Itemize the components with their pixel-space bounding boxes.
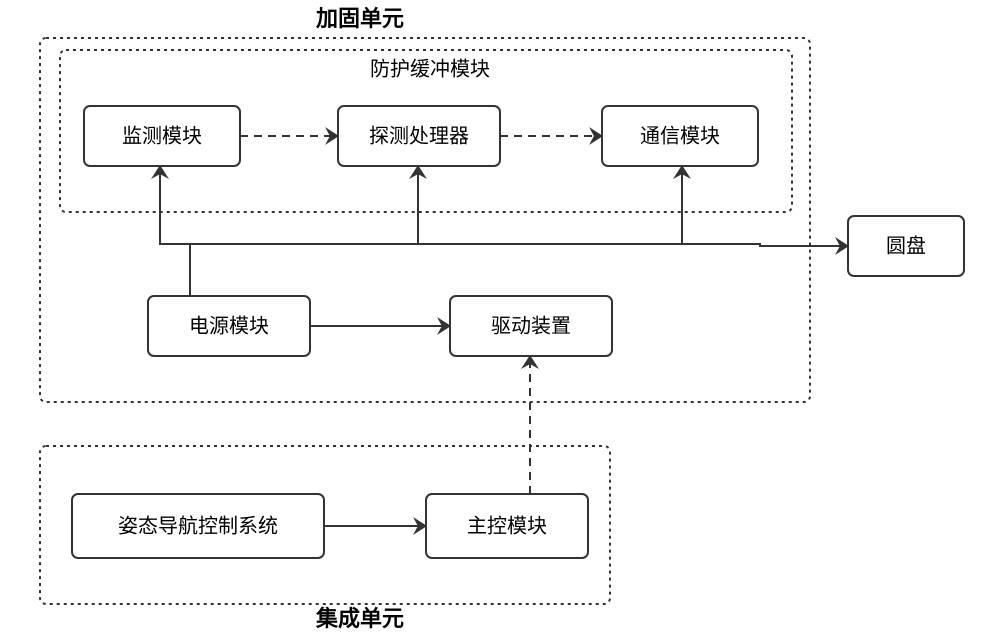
node-label-power: 电源模块	[189, 314, 269, 337]
edge-out-to-disc	[682, 244, 848, 246]
edge-power-fanout-to-monitor	[160, 166, 190, 296]
group-title: 防护缓冲模块	[370, 57, 490, 80]
edge-power-fanout-to-comm	[418, 166, 682, 244]
node-label-comm: 通信模块	[640, 124, 720, 147]
node-label-detector: 探测处理器	[369, 124, 469, 147]
block-diagram: 加固单元防护缓冲模块集成单元 监测模块 探测处理器 通信模块电源模块 驱动装置 圆盘姿态导…	[0, 0, 1000, 638]
edge-power-fanout-to-detector	[190, 166, 418, 244]
node-label-mainctrl: 主控模块	[467, 514, 547, 537]
node-label-attitude: 姿态导航控制系统	[118, 514, 278, 537]
node-label-disc: 圆盘	[886, 234, 926, 257]
node-label-drive: 驱动装置	[491, 314, 571, 337]
group-title: 集成单元	[315, 606, 404, 631]
group-title: 加固单元	[315, 6, 404, 31]
node-label-monitor: 监测模块	[122, 124, 202, 147]
